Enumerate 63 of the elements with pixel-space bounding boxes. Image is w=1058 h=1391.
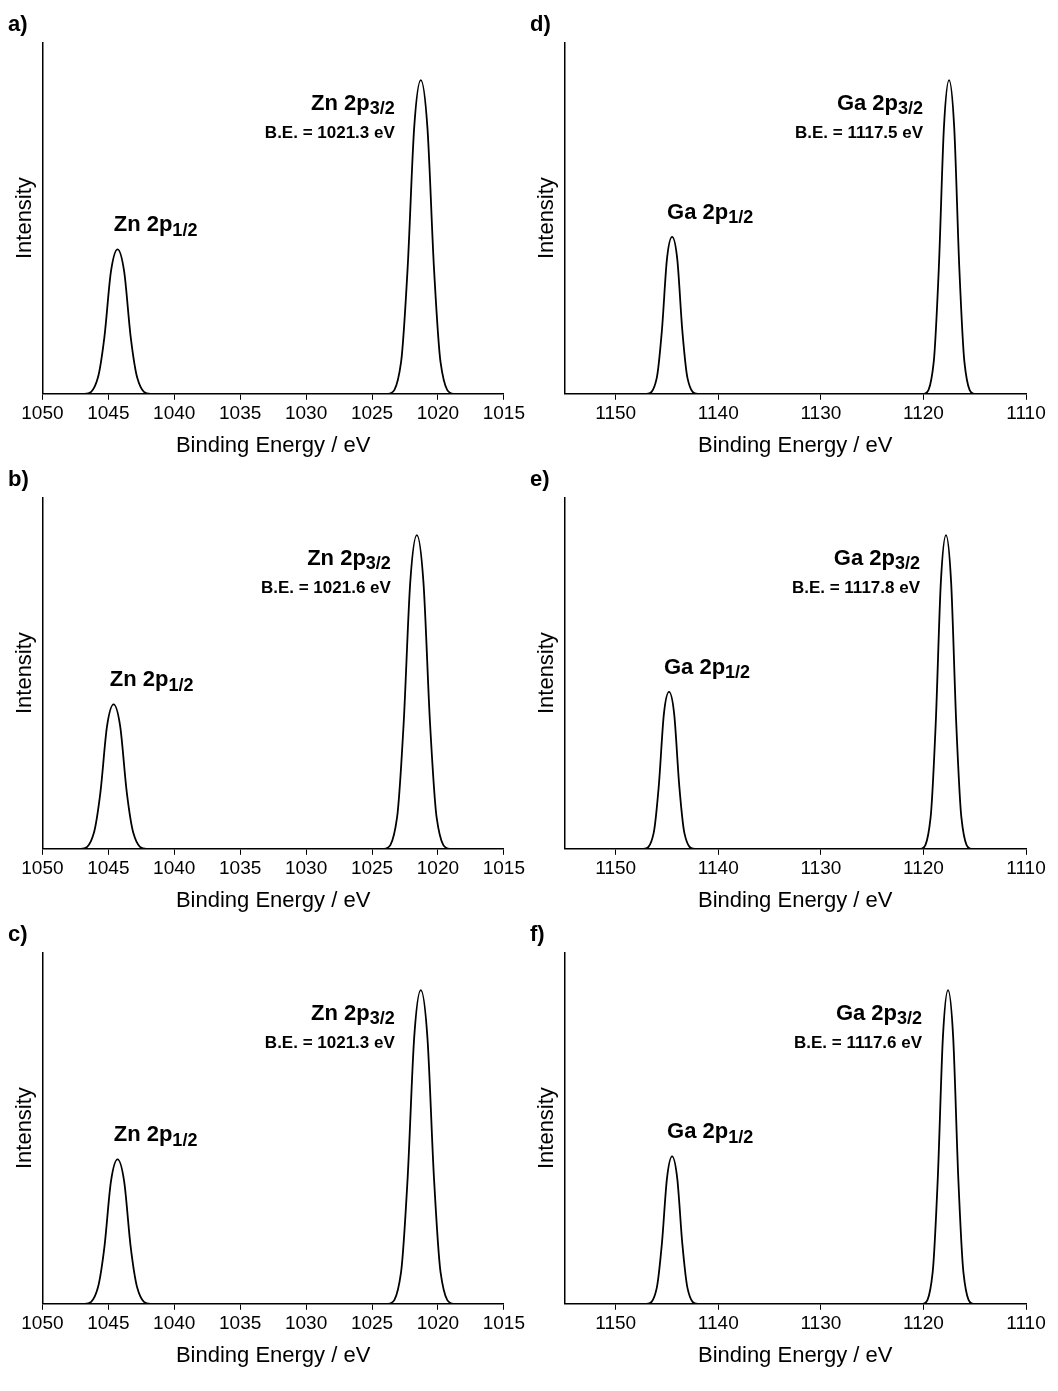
- annotation: B.E. = 1021.3 eV: [264, 1033, 396, 1053]
- annotation: B.E. = 1021.6 eV: [260, 578, 392, 598]
- x-tick-label: 1120: [902, 1312, 944, 1334]
- y-axis-title: Intensity: [11, 1087, 37, 1170]
- annotation: B.E. = 1117.6 eV: [793, 1033, 923, 1053]
- x-tick-label: 1050: [21, 402, 64, 424]
- x-axis-title: Binding Energy / eV: [175, 886, 371, 912]
- x-tick-label: 1050: [21, 857, 64, 879]
- x-axis-title: Binding Energy / eV: [697, 431, 893, 457]
- x-tick-label: 1030: [284, 1312, 328, 1334]
- y-axis-title: Intensity: [11, 632, 37, 715]
- x-tick-label: 1015: [482, 1312, 526, 1334]
- chart-title: c): [8, 921, 28, 947]
- y-axis-title: Intensity: [533, 632, 559, 715]
- x-tick-label: 1110: [1006, 402, 1046, 424]
- x-tick-label: 1020: [416, 1312, 460, 1334]
- chart-title: f): [530, 921, 545, 947]
- x-tick-label: 1110: [1006, 857, 1046, 879]
- x-tick-label: 1045: [87, 402, 130, 424]
- x-tick-label: 1110: [1006, 1312, 1046, 1334]
- chart-title: b): [8, 466, 29, 492]
- x-tick-label: 1040: [153, 857, 196, 879]
- y-axis-title: Intensity: [11, 177, 37, 260]
- x-tick-label: 1130: [800, 1312, 842, 1334]
- x-tick-label: 1035: [219, 402, 262, 424]
- x-tick-label: 1015: [482, 857, 526, 879]
- x-tick-label: 1030: [284, 857, 328, 879]
- x-tick-label: 1130: [800, 857, 842, 879]
- x-axis-title: Binding Energy / eV: [175, 1341, 371, 1367]
- x-tick-label: 1035: [219, 857, 262, 879]
- x-tick-label: 1020: [416, 857, 460, 879]
- annotation: B.E. = 1021.3 eV: [264, 123, 396, 143]
- chart-title: d): [530, 11, 551, 37]
- x-tick-label: 1045: [87, 1312, 130, 1334]
- x-axis-title: Binding Energy / eV: [697, 886, 893, 912]
- x-tick-label: 1035: [219, 1312, 262, 1334]
- x-axis-title: Binding Energy / eV: [697, 1341, 893, 1367]
- chart-title: e): [530, 466, 550, 492]
- x-tick-label: 1040: [153, 1312, 196, 1334]
- x-tick-label: 1020: [416, 402, 460, 424]
- x-tick-label: 1150: [595, 857, 637, 879]
- y-axis-title: Intensity: [533, 1087, 559, 1170]
- x-tick-label: 1050: [21, 1312, 64, 1334]
- x-tick-label: 1040: [153, 402, 196, 424]
- x-tick-label: 1140: [697, 857, 739, 879]
- x-tick-label: 1015: [482, 402, 526, 424]
- x-tick-label: 1045: [87, 857, 130, 879]
- x-tick-label: 1150: [595, 1312, 637, 1334]
- x-tick-label: 1025: [350, 402, 394, 424]
- x-tick-label: 1025: [350, 857, 394, 879]
- x-tick-label: 1140: [697, 402, 739, 424]
- x-tick-label: 1140: [697, 1312, 739, 1334]
- x-tick-label: 1030: [284, 402, 328, 424]
- y-axis-title: Intensity: [533, 177, 559, 260]
- annotation: B.E. = 1117.5 eV: [794, 123, 924, 143]
- annotation: B.E. = 1117.8 eV: [791, 578, 921, 598]
- x-tick-label: 1025: [350, 1312, 394, 1334]
- x-axis-title: Binding Energy / eV: [175, 431, 371, 457]
- x-tick-label: 1120: [902, 402, 944, 424]
- x-tick-label: 1130: [800, 402, 842, 424]
- chart-title: a): [8, 11, 28, 37]
- x-tick-label: 1150: [595, 402, 637, 424]
- x-tick-label: 1120: [902, 857, 944, 879]
